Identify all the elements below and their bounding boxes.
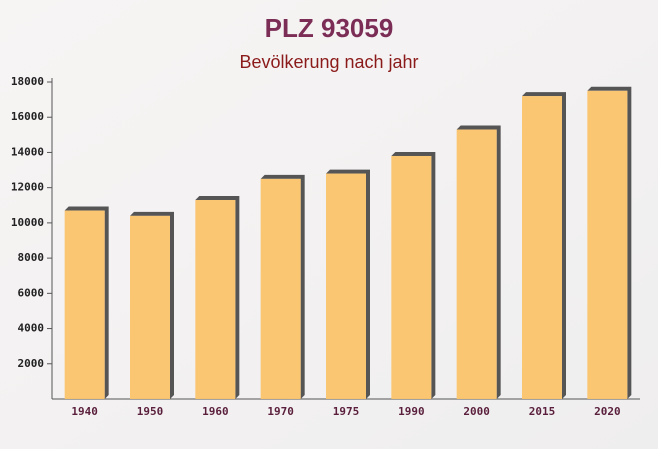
x-tick-label: 2015 bbox=[529, 405, 556, 418]
x-tick-label: 1970 bbox=[267, 405, 294, 418]
bar bbox=[587, 90, 628, 400]
y-tick-label: 14000 bbox=[11, 145, 44, 158]
chart-title: PLZ 93059 bbox=[265, 13, 394, 43]
y-tick-label: 12000 bbox=[11, 181, 44, 194]
y-tick-label: 16000 bbox=[11, 110, 44, 123]
y-tick-label: 4000 bbox=[18, 322, 45, 335]
bar bbox=[391, 155, 432, 399]
y-tick-label: 2000 bbox=[18, 357, 45, 370]
bar bbox=[64, 210, 105, 399]
y-tick-label: 18000 bbox=[11, 75, 44, 88]
y-tick-label: 8000 bbox=[18, 251, 45, 264]
x-tick-label: 2020 bbox=[594, 405, 621, 418]
y-tick-label: 10000 bbox=[11, 216, 44, 229]
x-tick-label: 1950 bbox=[137, 405, 164, 418]
x-tick-label: 1990 bbox=[398, 405, 425, 418]
bar bbox=[260, 178, 301, 399]
bar bbox=[456, 129, 497, 400]
bar bbox=[195, 199, 236, 399]
x-tick-label: 1940 bbox=[71, 405, 98, 418]
bar bbox=[326, 173, 366, 399]
chart-subtitle: Bevölkerung nach jahr bbox=[239, 52, 418, 72]
x-tick-label: 1960 bbox=[202, 405, 229, 418]
bar bbox=[130, 215, 170, 399]
y-tick-label: 6000 bbox=[18, 286, 45, 299]
bar bbox=[522, 96, 562, 399]
x-tick-label: 1975 bbox=[333, 405, 360, 418]
x-tick-label: 2000 bbox=[463, 405, 490, 418]
